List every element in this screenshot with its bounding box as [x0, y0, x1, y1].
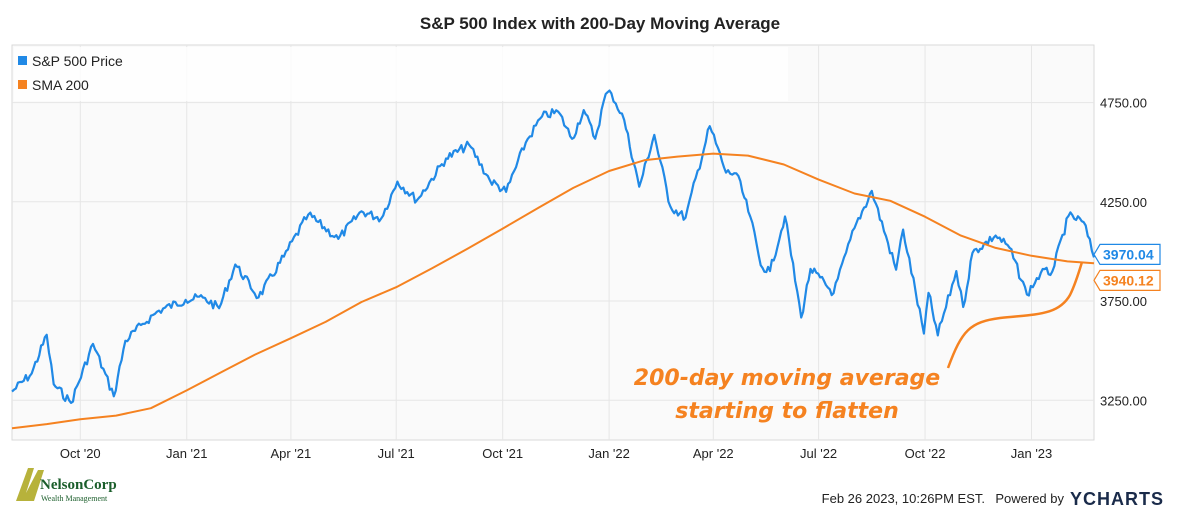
logo-subtext: Wealth Management	[41, 494, 108, 503]
legend-background	[14, 47, 788, 101]
y-axis: 3250.00 3750.00 4250.00 4750.00	[1100, 96, 1147, 409]
grid	[12, 45, 1094, 440]
legend: S&P 500 Price SMA 200	[14, 47, 788, 101]
x-tick-label: Jan '21	[166, 446, 208, 461]
series-line-price	[11, 89, 1096, 404]
y-tick-label: 4250.00	[1100, 195, 1147, 210]
x-tick-label: Jan '23	[1011, 446, 1053, 461]
x-tick-label: Apr '21	[270, 446, 311, 461]
y-tick-label: 3750.00	[1100, 294, 1147, 309]
flag-value: 3940.12	[1103, 272, 1154, 288]
chart-title: S&P 500 Index with 200-Day Moving Averag…	[420, 14, 780, 33]
flag-box	[1093, 243, 1161, 265]
x-tick-label: Jul '22	[800, 446, 837, 461]
last-value-flag-sma: 3940.12	[1093, 269, 1161, 291]
x-tick-label: Oct '21	[482, 446, 523, 461]
x-axis: Oct '20 Jan '21 Apr '21 Jul '21 Oct '21 Jan '…	[60, 446, 1052, 461]
annotation-arrow	[946, 261, 1084, 369]
logo-text: NelsonCorp	[40, 477, 117, 493]
x-tick-label: Oct '22	[905, 446, 946, 461]
annotation: 200-day moving average starting to flatt…	[634, 261, 1084, 424]
annotation-line-1: 200-day moving average	[634, 366, 941, 391]
legend-swatch-price	[18, 56, 27, 65]
flag-value: 3970.04	[1103, 246, 1154, 262]
last-value-flags: 3970.04 3940.12	[1093, 243, 1161, 291]
logo: NelsonCorp Wealth Management	[16, 468, 117, 503]
x-tick-label: Jan '22	[588, 446, 630, 461]
footer-powered-by: Powered by	[995, 491, 1064, 506]
series-line-sma	[11, 152, 1095, 430]
last-value-flag-price: 3970.04	[1093, 243, 1161, 265]
logo-mark-icon	[16, 468, 44, 501]
legend-label-sma: SMA 200	[32, 77, 89, 93]
x-tick-label: Oct '20	[60, 446, 101, 461]
y-tick-label: 3250.00	[1100, 393, 1147, 408]
series	[11, 89, 1096, 430]
annotation-line-2: starting to flatten	[675, 399, 899, 424]
x-tick-label: Apr '22	[693, 446, 734, 461]
ycharts-logo: YCHARTS	[1070, 489, 1164, 509]
footer-timestamp: Feb 26 2023, 10:26PM EST.	[822, 491, 985, 506]
legend-swatch-sma	[18, 80, 27, 89]
legend-label-price: S&P 500 Price	[32, 53, 123, 69]
x-tick-label: Jul '21	[378, 446, 415, 461]
flag-box	[1093, 269, 1161, 291]
y-tick-label: 4750.00	[1100, 96, 1147, 111]
